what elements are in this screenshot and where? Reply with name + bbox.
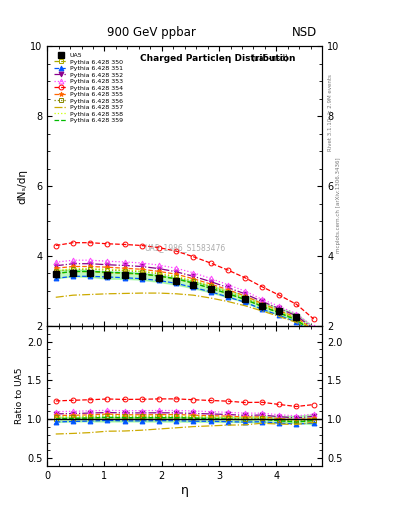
Text: UA5_1986_S1583476: UA5_1986_S1583476 [144,243,225,252]
Text: Rivet 3.1.10; ≥ 2.9M events: Rivet 3.1.10; ≥ 2.9M events [328,74,333,151]
Y-axis label: Ratio to UA5: Ratio to UA5 [15,368,24,424]
Text: NSD: NSD [292,26,317,39]
Text: (ua5-nsd): (ua5-nsd) [252,54,288,63]
Legend: UA5, Pythia 6.428 350, Pythia 6.428 351, Pythia 6.428 352, Pythia 6.428 353, Pyt: UA5, Pythia 6.428 350, Pythia 6.428 351,… [53,52,124,123]
Text: mcplots.cern.ch [arXiv:1306.3436]: mcplots.cern.ch [arXiv:1306.3436] [336,157,341,252]
X-axis label: η: η [181,483,189,497]
Text: Charged Particleη Distribution: Charged Particleη Distribution [140,54,296,63]
Y-axis label: dNₛ/dη: dNₛ/dη [17,168,27,204]
Text: 900 GeV ppbar: 900 GeV ppbar [107,26,196,39]
